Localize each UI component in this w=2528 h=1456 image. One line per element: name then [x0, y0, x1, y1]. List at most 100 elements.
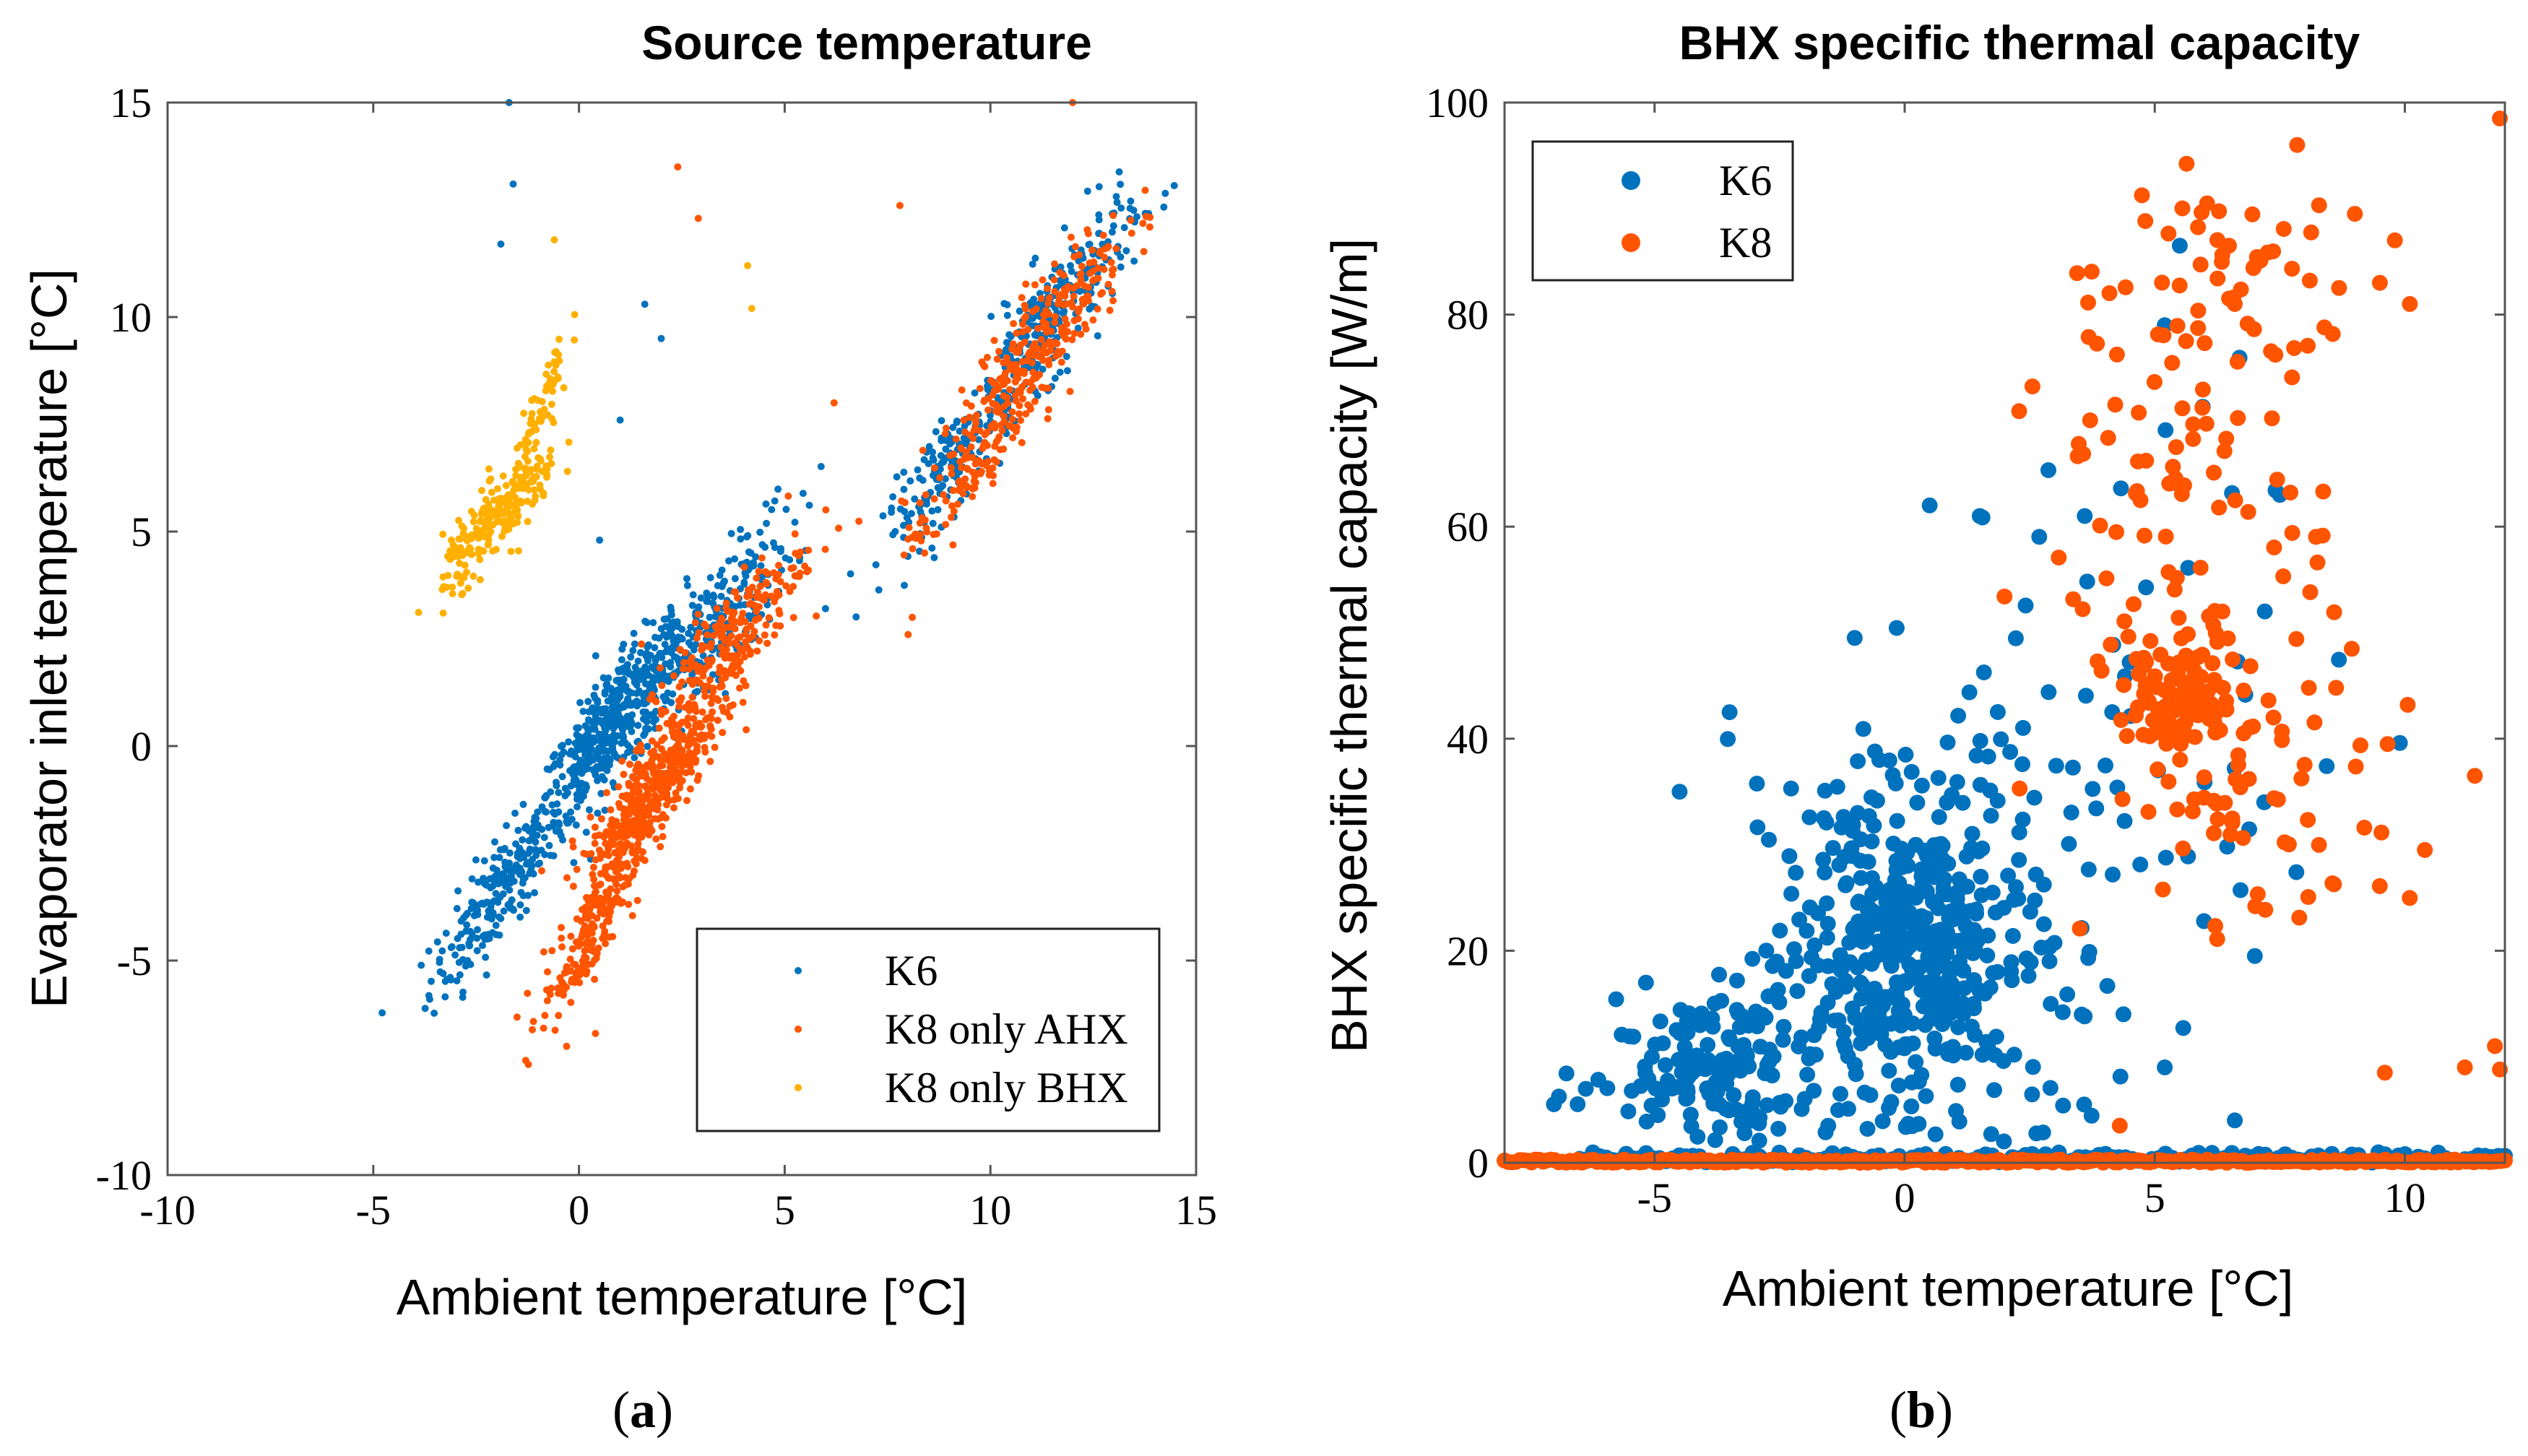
point-k8-only-ahx	[724, 669, 732, 677]
point-k8-only-ahx	[1127, 217, 1135, 224]
point-k8	[2170, 654, 2187, 671]
point-k8-only-ahx	[618, 792, 626, 800]
point-k6	[1859, 1017, 1876, 1034]
point-k6	[612, 702, 620, 710]
point-k8-only-ahx	[543, 997, 551, 1005]
point-k6	[925, 443, 933, 451]
point-k6	[1791, 911, 1808, 928]
point-k6	[425, 995, 433, 1003]
point-k8-only-ahx	[588, 929, 596, 937]
point-k6	[555, 821, 563, 828]
point-k8-only-ahx	[602, 839, 610, 847]
point-k6	[1728, 972, 1745, 989]
point-k6	[667, 698, 675, 706]
point-k8-only-ahx	[1019, 320, 1027, 328]
point-k6	[1973, 868, 1989, 885]
point-k6	[704, 597, 711, 605]
point-k8	[2113, 712, 2129, 728]
point-k8-only-ahx	[919, 446, 927, 454]
point-k6	[782, 506, 790, 514]
point-k6	[975, 436, 982, 443]
point-k8-only-ahx	[1008, 408, 1016, 416]
point-k8-only-ahx	[772, 622, 780, 630]
point-k8-only-ahx	[740, 563, 748, 571]
point-k6	[516, 870, 524, 878]
point-k6	[2331, 651, 2347, 668]
point-k6	[900, 468, 908, 476]
point-k8	[2303, 224, 2319, 240]
point-k6	[717, 592, 725, 600]
point-k8-only-ahx	[720, 623, 728, 631]
point-k6	[1837, 1040, 1853, 1057]
point-k8-only-ahx	[1052, 339, 1059, 347]
point-k8	[2309, 554, 2326, 571]
point-k8-only-ahx	[718, 682, 726, 690]
point-k8-only-ahx	[681, 649, 689, 656]
point-k8	[2118, 728, 2135, 745]
point-k8	[2178, 333, 2194, 350]
point-k6	[463, 921, 471, 929]
point-k8	[2249, 886, 2266, 903]
point-k6	[500, 907, 508, 915]
point-k6	[920, 456, 928, 464]
point-k8-only-ahx	[592, 888, 599, 896]
point-k8-only-ahx	[634, 840, 642, 848]
point-k8-only-ahx	[971, 417, 979, 425]
point-k8	[2248, 248, 2265, 265]
point-k8-only-ahx	[660, 785, 667, 793]
point-k8	[2108, 524, 2124, 540]
point-k8	[2266, 540, 2282, 555]
point-k8-only-bhx	[485, 477, 493, 485]
point-k8-only-ahx	[770, 569, 778, 577]
point-k6	[771, 497, 779, 505]
point-k6	[1088, 303, 1096, 310]
point-k8-only-ahx	[696, 679, 704, 687]
point-k6	[1122, 247, 1130, 255]
point-k8	[2111, 1117, 2128, 1134]
point-k8-only-ahx	[1051, 318, 1059, 326]
point-k6	[752, 553, 760, 561]
point-k8	[2051, 550, 2067, 566]
point-k6	[540, 833, 548, 841]
point-k6	[428, 977, 435, 985]
point-k8-only-ahx	[683, 718, 691, 726]
point-k6	[607, 747, 615, 755]
point-k8-only-ahx	[706, 676, 714, 684]
point-k8-only-bhx	[482, 495, 490, 503]
point-k6	[667, 611, 675, 619]
point-k8-only-ahx	[524, 1060, 532, 1068]
point-k8-only-ahx	[623, 839, 631, 847]
point-k6	[644, 644, 652, 651]
point-k6	[482, 953, 490, 961]
point-k8	[2211, 203, 2228, 220]
point-k6	[631, 640, 639, 648]
point-k6	[1712, 1119, 1728, 1135]
point-k8-only-ahx	[529, 1026, 536, 1034]
point-k6	[2112, 1068, 2129, 1085]
point-k6	[1657, 1057, 1674, 1073]
point-k8-only-bhx	[744, 261, 752, 269]
point-k8-only-ahx	[670, 796, 678, 804]
point-k6	[649, 680, 657, 688]
point-k8-only-bhx	[439, 530, 447, 538]
point-k6	[2031, 529, 2048, 545]
point-k8-only-ahx	[607, 806, 615, 814]
point-k8-only-ahx	[615, 896, 623, 904]
point-k6	[1909, 794, 1926, 811]
point-k8-only-ahx	[1029, 384, 1036, 391]
point-k8-only-ahx	[1068, 336, 1076, 344]
point-k6	[1940, 855, 1957, 872]
point-k6	[1700, 1036, 1716, 1053]
point-k8-only-ahx	[1021, 368, 1029, 376]
point-k6	[1841, 935, 1858, 951]
point-k8-only-ahx	[1081, 321, 1088, 329]
point-k6	[1682, 1006, 1699, 1023]
point-k8-only-ahx	[587, 945, 595, 953]
point-k6	[1711, 966, 1727, 983]
point-k8-only-bhx	[495, 500, 503, 508]
point-k6	[509, 905, 517, 913]
point-k6	[1927, 1126, 1944, 1143]
point-k6	[2040, 462, 2056, 478]
point-k6	[1801, 899, 1818, 916]
point-k8-only-ahx	[1045, 356, 1053, 364]
